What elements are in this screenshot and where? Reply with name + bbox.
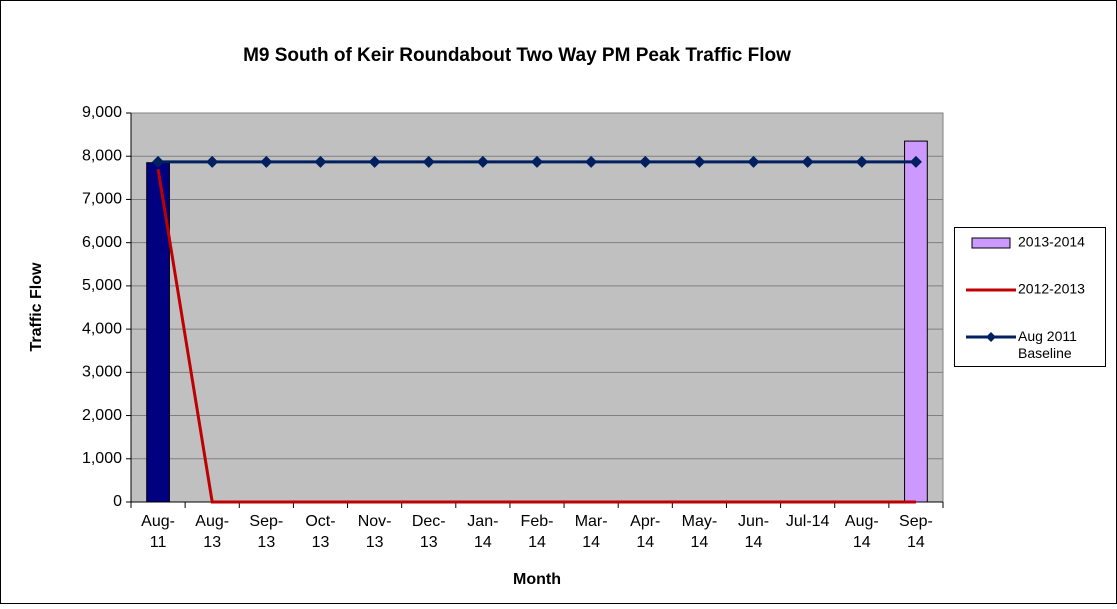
y-tick-label: 9,000 [82,104,122,121]
marker [909,155,922,168]
y-tick-label: 8,000 [82,147,122,164]
marker [585,155,598,168]
x-tick-label: Nov-13 [358,513,392,551]
y-tick-label: 6,000 [82,234,122,251]
y-tick-label: 5,000 [82,277,122,294]
x-tick-label: May-14 [682,513,718,551]
legend-label: 2012-2013 [1018,281,1085,297]
plot-area [130,112,944,503]
marker [152,155,165,168]
y-tick-label: 3,000 [82,364,122,381]
x-tick-label: Mar-14 [575,513,608,551]
x-tick-label: Aug-11 [141,513,175,551]
x-tick-label: Oct-13 [305,513,335,551]
y-tick-label: 4,000 [82,320,122,337]
marker [855,155,868,168]
legend-box [954,227,1106,367]
x-tick-label: Aug-13 [195,513,229,551]
marker [639,155,652,168]
y-tick-label: 0 [113,493,122,510]
x-tick-label: Jul-14 [786,513,830,530]
marker [368,155,381,168]
x-tick-label: Dec-13 [412,513,446,551]
marker [531,155,543,168]
marker [801,155,814,168]
marker [476,155,489,168]
y-tick-label: 1,000 [82,450,122,467]
legend-label: 2013-2014 [1018,234,1085,250]
x-tick-label: Sep-14 [899,513,933,551]
x-tick-label: Apr-14 [630,513,660,551]
marker [206,155,219,168]
chart-title: M9 South of Keir Roundabout Two Way PM P… [243,45,791,66]
legend-label: Aug 2011 Baseline [1018,328,1081,361]
marker [747,155,760,168]
marker [260,155,273,168]
marker [314,155,327,168]
legend-swatch [971,237,1011,249]
line [156,168,916,504]
y-tick-label: 2,000 [82,407,122,424]
y-axis-label: Traffic Flow [28,262,45,351]
x-tick-label: Aug-14 [845,513,879,551]
legend-marker [986,332,996,342]
x-tick-label: Jan-14 [467,513,498,551]
x-tick-label: Jun-14 [738,513,769,551]
bar [904,140,928,503]
x-tick-label: Feb-14 [521,513,554,551]
y-tick-label: 7,000 [82,191,122,208]
marker [693,155,706,168]
marker [422,155,435,168]
x-axis-label: Month [513,571,561,588]
x-tick-label: Sep-13 [249,513,283,551]
